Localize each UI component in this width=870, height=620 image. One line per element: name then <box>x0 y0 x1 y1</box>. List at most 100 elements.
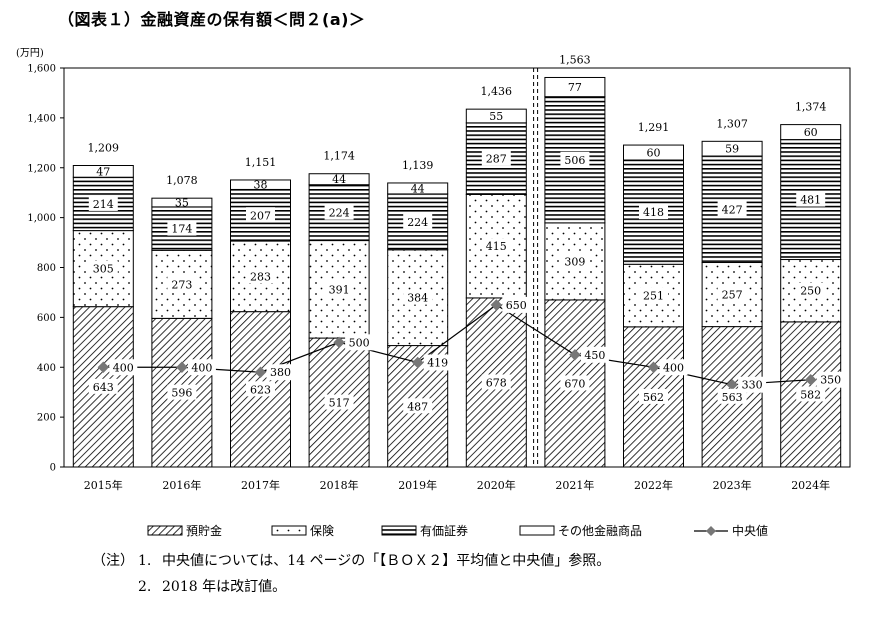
stacked-bar-chart: 643 305 214 47 1,209 596 273 174 35 1,078 623 283 20… <box>27 53 851 538</box>
legend-label: その他金融商品 <box>558 523 642 538</box>
bar-value-label-bg <box>717 286 747 302</box>
legend-label: 有価証券 <box>420 523 468 538</box>
bar-value-label: 481 <box>800 194 821 207</box>
median-label-bg <box>423 354 452 371</box>
bar-total-label: 1,174 <box>323 150 355 163</box>
median-marker <box>804 374 817 386</box>
median-marker <box>254 366 267 378</box>
median-marker <box>97 361 110 373</box>
bar-value-label-bg <box>560 151 590 167</box>
median-value-label: 380 <box>270 366 291 379</box>
bar-value-label-bg <box>481 374 511 390</box>
bar-value-label: 506 <box>564 154 585 167</box>
legend-label: 保険 <box>310 524 334 538</box>
y-tick-label: 200 <box>37 413 56 424</box>
bar-value-label: 415 <box>486 240 507 253</box>
y-tick-label: 1,400 <box>27 113 56 124</box>
bar-value-label-bg <box>167 384 197 400</box>
bar-value-label-bg <box>403 213 433 229</box>
chart-title: （図表１）金融資産の保有額＜問２(a)＞ <box>58 10 366 29</box>
bar-value-label-bg <box>403 289 433 305</box>
bar-value-label: 273 <box>171 278 192 291</box>
bar-value-label: 60 <box>647 147 661 160</box>
bar-value-label: 384 <box>407 292 428 305</box>
bar-segment <box>308 173 370 186</box>
median-marker <box>490 299 503 311</box>
y-tick-label: 1,200 <box>27 163 56 174</box>
bar-total-label: 1,209 <box>88 142 120 155</box>
bar-value-label: 582 <box>800 388 821 401</box>
bar-value-label: 207 <box>250 209 271 222</box>
x-tick-label: 2019年 <box>398 478 437 492</box>
x-tick-label: 2023年 <box>713 478 752 492</box>
note-1: （注） 1. 中央値については、14 ページの「【ＢＯＸ２】平均値と中央値」参照。 <box>92 548 610 574</box>
bar-value-label: 287 <box>486 153 507 166</box>
x-tick-label: 2020年 <box>477 478 516 492</box>
bar-total-label: 1,139 <box>402 159 434 172</box>
bar-total-label: 1,563 <box>559 53 591 66</box>
legend-swatch <box>381 525 417 536</box>
bar-value-label: 174 <box>171 223 192 236</box>
bar-value-label-bg <box>639 204 668 220</box>
x-tick-label: 2024年 <box>791 478 830 492</box>
bar-value-label: 596 <box>171 387 192 400</box>
median-value-label: 500 <box>349 336 370 349</box>
bar-value-label: 251 <box>643 290 664 303</box>
bar-segment <box>544 76 606 98</box>
bar-value-label-bg <box>167 220 197 236</box>
bar-value-label: 38 <box>254 179 268 192</box>
bar-value-label: 563 <box>722 391 743 404</box>
bar-value-label: 305 <box>93 263 114 276</box>
median-marker <box>569 349 581 361</box>
bar-value-label: 257 <box>722 289 743 302</box>
bar-value-label-bg <box>246 381 275 397</box>
bar-value-label: 670 <box>564 377 585 390</box>
bar-segment <box>465 108 527 124</box>
x-tick-label: 2018年 <box>320 478 359 492</box>
median-label-bg <box>502 296 531 313</box>
x-tick-label: 2015年 <box>84 478 123 492</box>
bar-segment <box>701 140 763 157</box>
bar-value-label-bg <box>403 398 433 414</box>
median-label-bg <box>816 371 845 388</box>
median-value-label: 450 <box>584 349 605 362</box>
bar-value-label: 309 <box>564 255 585 268</box>
median-label-bg <box>345 334 374 351</box>
bar-value-label: 35 <box>175 197 189 210</box>
bar-value-label: 59 <box>725 143 739 156</box>
bar-value-label-bg <box>639 388 668 404</box>
bar-value-label: 623 <box>250 383 271 396</box>
y-tick-label: 600 <box>37 313 56 324</box>
bar-value-label-bg <box>481 238 511 254</box>
bar-value-label: 487 <box>407 400 428 413</box>
bar-value-label: 44 <box>411 182 425 195</box>
bar-value-label-bg <box>88 378 118 394</box>
bar-value-label-bg <box>560 253 590 269</box>
bar-value-label-bg <box>796 282 826 298</box>
median-label-bg <box>187 359 216 376</box>
bar-total-label: 1,374 <box>795 101 827 114</box>
bar-value-label: 391 <box>329 283 350 296</box>
legend-label: 中央値 <box>732 523 768 538</box>
x-tick-label: 2021年 <box>555 478 594 492</box>
bar-value-label: 562 <box>643 391 664 404</box>
bar-total-label: 1,307 <box>716 117 748 130</box>
y-tick-label: 400 <box>37 363 56 374</box>
bar-value-label: 283 <box>250 270 271 283</box>
median-label-bg <box>659 359 688 376</box>
median-value-label: 350 <box>820 374 841 387</box>
bar-value-label-bg <box>560 375 590 391</box>
bar-segment <box>387 182 449 195</box>
bar-value-label: 77 <box>568 81 582 94</box>
legend-swatch <box>519 525 555 536</box>
bar-value-label: 678 <box>486 376 507 389</box>
bar-value-label-bg <box>324 204 354 220</box>
bar-segment <box>623 144 684 161</box>
note-number: 2. <box>138 579 152 595</box>
bar-total-label: 1,151 <box>245 156 277 169</box>
median-value-label: 419 <box>427 357 448 370</box>
bar-value-label-bg <box>324 281 354 297</box>
bar-value-label: 427 <box>722 203 743 216</box>
note-2: 2. 2018 年は改訂値。 <box>92 574 610 600</box>
median-label-bg <box>109 359 138 376</box>
